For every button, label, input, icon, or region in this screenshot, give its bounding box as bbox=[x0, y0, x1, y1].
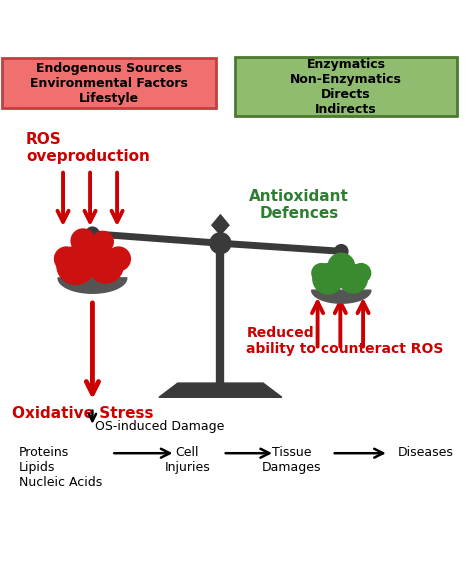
Text: Endogenous Sources
Environmental Factors
Lifestyle: Endogenous Sources Environmental Factors… bbox=[30, 62, 188, 105]
Polygon shape bbox=[212, 215, 229, 235]
FancyBboxPatch shape bbox=[2, 59, 216, 108]
Polygon shape bbox=[58, 278, 127, 293]
Text: Cell
Injuries: Cell Injuries bbox=[164, 445, 210, 473]
Circle shape bbox=[92, 231, 113, 252]
Circle shape bbox=[335, 244, 348, 258]
FancyBboxPatch shape bbox=[235, 57, 457, 116]
Circle shape bbox=[313, 264, 343, 294]
Text: Tissue
Damages: Tissue Damages bbox=[262, 445, 321, 473]
Circle shape bbox=[312, 264, 331, 282]
Text: ROS
oveproduction: ROS oveproduction bbox=[26, 132, 150, 164]
Circle shape bbox=[77, 236, 108, 267]
Polygon shape bbox=[159, 383, 282, 397]
Text: Proteins
Lipids
Nucleic Acids: Proteins Lipids Nucleic Acids bbox=[19, 445, 102, 489]
Circle shape bbox=[71, 229, 95, 253]
Circle shape bbox=[339, 264, 367, 293]
Text: Enzymatics
Non-Enzymatics
Directs
Indirects: Enzymatics Non-Enzymatics Directs Indire… bbox=[290, 57, 402, 115]
Text: Antioxidant
Defences: Antioxidant Defences bbox=[249, 189, 349, 221]
Text: Oxidative Stress: Oxidative Stress bbox=[12, 406, 154, 421]
Polygon shape bbox=[311, 290, 371, 303]
Circle shape bbox=[55, 247, 78, 271]
Circle shape bbox=[328, 253, 355, 280]
Circle shape bbox=[352, 264, 371, 282]
Circle shape bbox=[107, 247, 130, 271]
Circle shape bbox=[57, 247, 95, 284]
Circle shape bbox=[86, 227, 99, 240]
Text: Reduced
ability to counteract ROS: Reduced ability to counteract ROS bbox=[246, 326, 444, 356]
Circle shape bbox=[88, 248, 123, 283]
Text: Diseases: Diseases bbox=[398, 445, 454, 459]
Circle shape bbox=[210, 233, 231, 254]
Text: OS-induced Damage: OS-induced Damage bbox=[95, 420, 224, 432]
